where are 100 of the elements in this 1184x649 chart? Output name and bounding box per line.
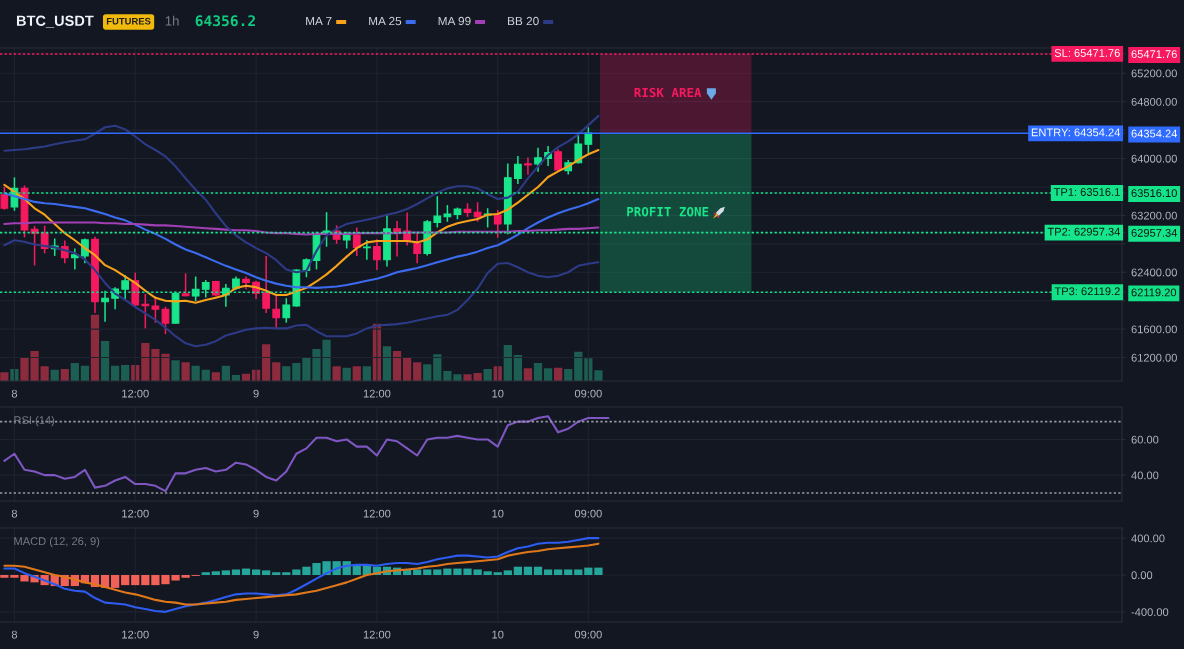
y-tick-label: -400.00: [1131, 608, 1169, 616]
x-tick-label: 12:00: [122, 630, 149, 639]
candlestick: [473, 201, 482, 223]
bar: [523, 566, 533, 575]
line-series: [3, 415, 610, 493]
ref-line-label: TP2: 62957.34: [1047, 227, 1120, 236]
x-tick-label: 10: [492, 630, 504, 639]
bar: [382, 346, 392, 381]
bar: [262, 344, 271, 381]
text: 1h: [165, 15, 179, 26]
bar: [211, 571, 220, 575]
candlestick: [393, 220, 401, 258]
bar: [564, 569, 573, 575]
x-tick-label: 9: [253, 509, 259, 518]
bar: [423, 364, 432, 381]
y-tick-label: 65200.00: [1131, 69, 1177, 78]
candlestick: [493, 209, 502, 239]
x-tick-label: 09:00: [574, 389, 602, 398]
bar: [0, 575, 9, 578]
bar: [554, 569, 563, 575]
candlestick: [373, 238, 381, 271]
candlestick: [513, 155, 522, 185]
bar: [594, 567, 603, 575]
x-tick-label: 8: [11, 630, 18, 639]
bar: [413, 569, 422, 575]
bar: [70, 363, 79, 381]
candlestick: [282, 297, 291, 324]
x-tick-label: 10: [492, 509, 504, 518]
bar: [433, 569, 442, 575]
bar: [423, 569, 432, 575]
chart-title: BTC_USDT: [16, 15, 94, 28]
bar: [262, 570, 271, 575]
bar: [533, 566, 543, 575]
x-tick-label: 9: [253, 630, 259, 639]
bar: [171, 360, 180, 381]
y-tick-label: 0.00: [1131, 571, 1153, 580]
y-tick-label: 62400.00: [1131, 268, 1177, 277]
x-tick-label: 12:00: [122, 509, 149, 518]
bar: [40, 366, 49, 381]
candlestick: [352, 226, 361, 257]
text: MACD (12, 26, 9): [14, 536, 100, 548]
y-tick-label: 400.00: [1131, 534, 1165, 543]
legend-label: MA 99: [438, 16, 471, 26]
y-tick-label: 64354.24: [1131, 129, 1178, 138]
legend-label: BB 20: [508, 16, 539, 26]
bar: [543, 569, 553, 575]
ref-line-label: TP3: 62119.2: [1054, 287, 1120, 296]
x-tick-label: 8: [11, 509, 18, 518]
bar: [251, 569, 261, 575]
x-tick-label: 12:00: [122, 389, 149, 398]
bar: [131, 575, 140, 586]
candlestick: [584, 126, 593, 155]
bar: [272, 362, 281, 381]
candlestick: [161, 305, 170, 335]
x-tick-label: 12:00: [363, 389, 391, 398]
bar: [513, 566, 522, 575]
candlestick: [0, 186, 9, 211]
bar: [594, 370, 603, 381]
y-tick-label: 60.00: [1131, 435, 1159, 444]
y-tick-label: 61200.00: [1131, 353, 1177, 362]
bar: [100, 341, 110, 381]
bar: [503, 570, 512, 575]
candlestick: [272, 294, 281, 330]
bar: [110, 575, 120, 588]
bar: [533, 363, 543, 381]
bar: [0, 372, 9, 381]
bar: [503, 345, 512, 381]
bar: [272, 572, 281, 575]
bar: [181, 362, 190, 381]
candlestick: [362, 239, 371, 261]
x-tick-label: 8: [11, 389, 18, 398]
y-tick-label: 62957.34: [1131, 228, 1178, 237]
ref-line-label: TP1: 63516.1: [1053, 188, 1120, 196]
bar: [483, 571, 492, 575]
bar: [292, 363, 301, 381]
band-label: RISK AREA: [634, 87, 702, 98]
candlestick: [30, 225, 39, 267]
bar: [201, 572, 210, 575]
text: FUTURES: [106, 17, 151, 25]
bar: [141, 343, 150, 381]
y-tick-label: 63200.00: [1131, 211, 1177, 220]
candlestick: [262, 255, 271, 314]
y-tick-label: 63516.10: [1131, 189, 1177, 198]
bar: [584, 567, 593, 575]
bar: [402, 357, 412, 381]
bar: [523, 368, 533, 381]
bar: [282, 572, 291, 575]
bar: [433, 354, 442, 381]
legend-label: MA 25: [369, 16, 402, 26]
bar: [282, 366, 291, 381]
ref-line-label: SL: 65471.76: [1054, 49, 1120, 57]
bar: [392, 351, 402, 381]
band-label: PROFIT ZONE: [627, 206, 709, 217]
y-tick-label: 40.00: [1131, 471, 1159, 480]
x-tick-label: 09:00: [574, 509, 602, 518]
y-tick-label: 64000.00: [1131, 154, 1177, 163]
x-tick-label: 12:00: [363, 509, 391, 518]
y-tick-label: 61600.00: [1131, 325, 1177, 334]
bar: [231, 569, 241, 575]
bar: [362, 366, 371, 381]
